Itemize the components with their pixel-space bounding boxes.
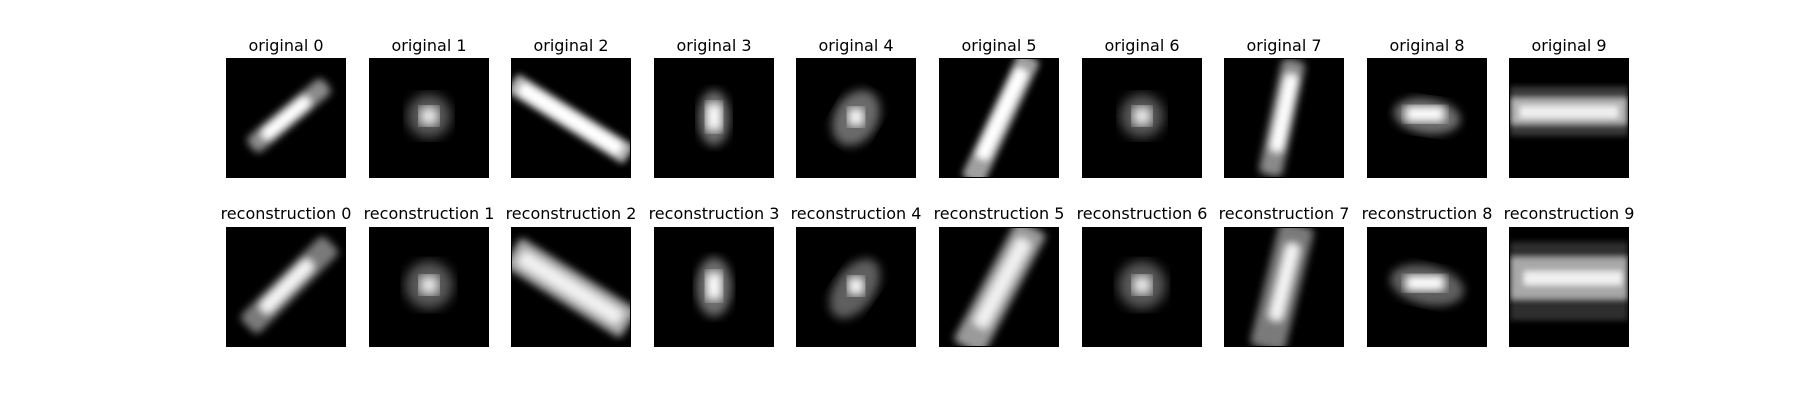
original-image-5 [939,58,1059,178]
original-image-6 [1082,58,1202,178]
original-image-0-graphic [227,59,345,177]
panel-title: original 7 [1246,36,1322,55]
original-image-4 [796,58,916,178]
reconstruction-image-8-graphic [1368,228,1486,346]
panel-title: original 3 [676,36,752,55]
original-image-9 [1509,58,1629,178]
reconstruction-image-0-graphic [227,228,345,346]
panel-title: reconstruction 3 [648,204,780,223]
panel-title: reconstruction 7 [1218,204,1350,223]
reconstruction-image-2 [511,227,631,347]
reconstruction-image-0 [226,227,346,347]
original-image-0 [226,58,346,178]
reconstruction-image-4-graphic [797,228,915,346]
reconstruction-image-6 [1082,227,1202,347]
reconstruction-image-3-graphic [655,228,773,346]
reconstruction-image-8 [1367,227,1487,347]
panel-title: reconstruction 9 [1503,204,1635,223]
original-image-2 [511,58,631,178]
original-image-3 [654,58,774,178]
panel-title: reconstruction 5 [933,204,1065,223]
original-image-1 [369,58,489,178]
reconstruction-image-9-graphic [1510,228,1628,346]
panel-title: original 4 [818,36,894,55]
original-image-8 [1367,58,1487,178]
reconstruction-image-7-graphic [1225,228,1343,346]
original-image-5-graphic [940,59,1058,177]
reconstruction-image-5 [939,227,1059,347]
reconstruction-image-3 [654,227,774,347]
reconstruction-image-2-graphic [512,228,630,346]
original-image-9-graphic [1510,59,1628,177]
original-image-7-graphic [1225,59,1343,177]
panel-title: reconstruction 2 [505,204,637,223]
panel-title: original 5 [961,36,1037,55]
original-image-8-graphic [1368,59,1486,177]
panel-title: reconstruction 4 [790,204,922,223]
original-image-7 [1224,58,1344,178]
panel-title: original 0 [248,36,324,55]
panel-title: original 1 [391,36,467,55]
panel-title: reconstruction 1 [363,204,495,223]
panel-title: reconstruction 0 [220,204,352,223]
reconstruction-image-1 [369,227,489,347]
panel-title: original 9 [1531,36,1607,55]
original-image-2-graphic [512,59,630,177]
panel-title: original 6 [1104,36,1180,55]
reconstruction-image-6-graphic [1083,228,1201,346]
reconstruction-image-7 [1224,227,1344,347]
original-image-6-graphic [1083,59,1201,177]
reconstruction-image-5-graphic [940,228,1058,346]
original-image-4-graphic [797,59,915,177]
panel-title: original 2 [533,36,609,55]
panel-title: original 8 [1389,36,1465,55]
reconstruction-image-4 [796,227,916,347]
panel-title: reconstruction 8 [1361,204,1493,223]
original-image-1-graphic [370,59,488,177]
panel-title: reconstruction 6 [1076,204,1208,223]
reconstruction-image-1-graphic [370,228,488,346]
reconstruction-image-9 [1509,227,1629,347]
original-image-3-graphic [655,59,773,177]
